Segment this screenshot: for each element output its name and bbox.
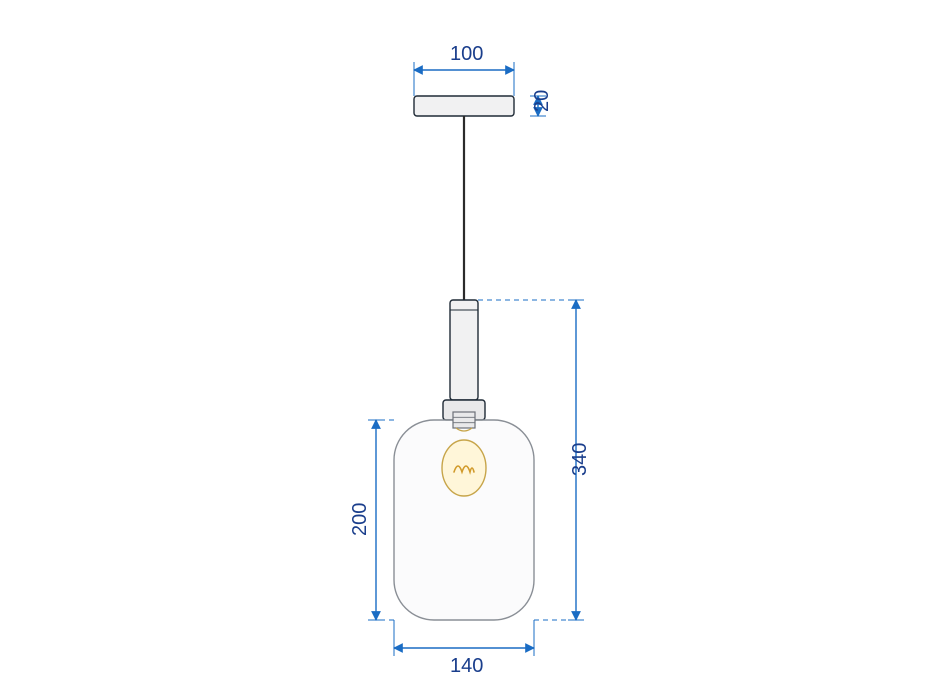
svg-text:100: 100 [450,43,483,65]
svg-text:140: 140 [450,655,483,677]
svg-text:340: 340 [569,443,591,476]
diagram-stage: 100 20 200 340 140 [0,0,928,686]
svg-text:200: 200 [349,503,371,536]
diagram-svg: 100 20 200 340 140 [0,0,928,686]
svg-text:20: 20 [531,90,553,112]
